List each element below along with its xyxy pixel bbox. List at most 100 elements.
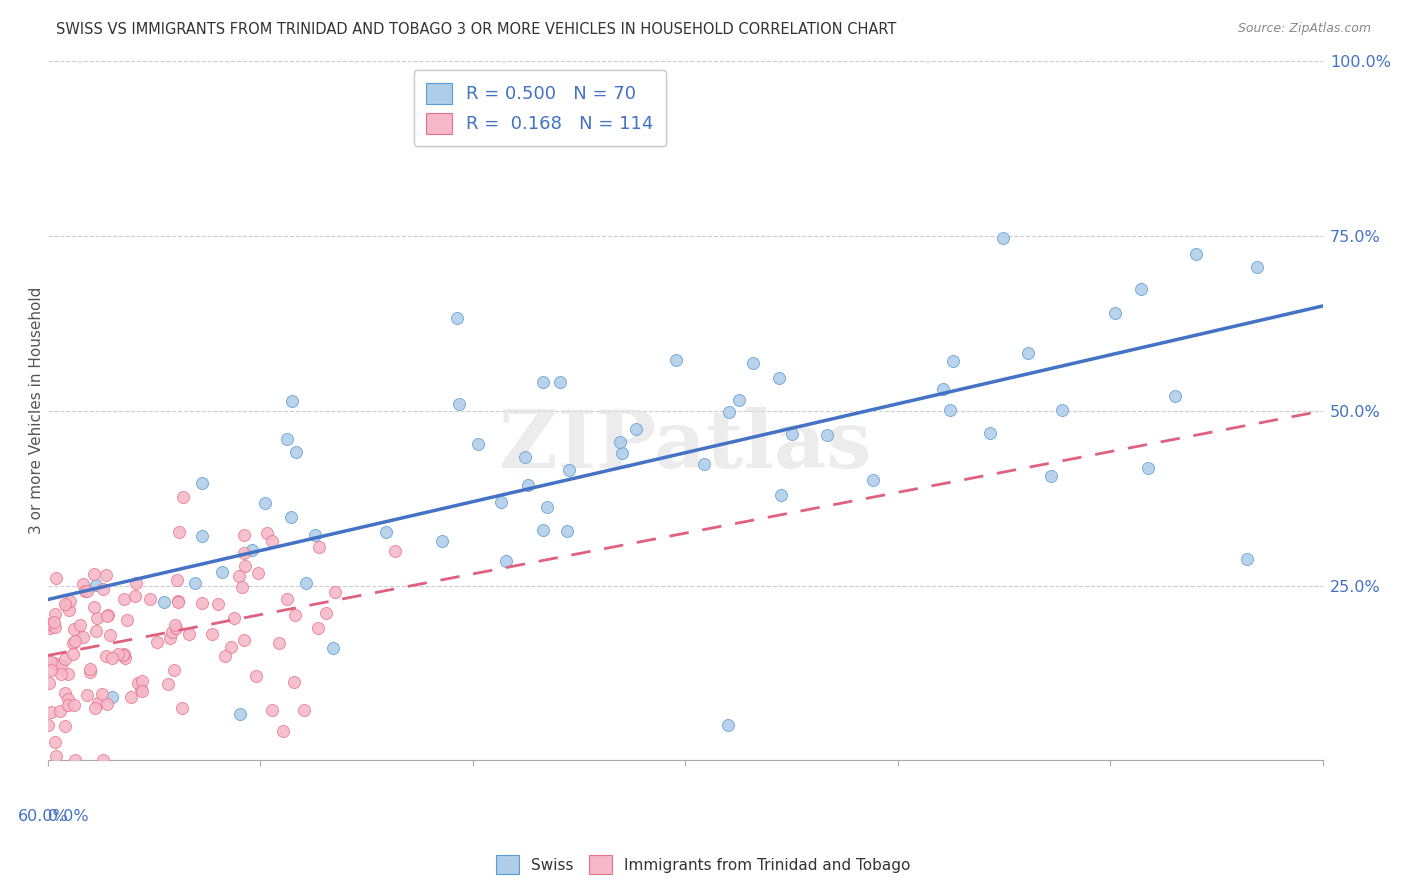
Y-axis label: 3 or more Vehicles in Household: 3 or more Vehicles in Household xyxy=(30,287,44,534)
Point xyxy=(295,575,318,590)
Point xyxy=(323,585,346,599)
Point xyxy=(770,488,793,502)
Point xyxy=(59,593,82,607)
Point xyxy=(191,529,214,543)
Point xyxy=(1246,260,1268,274)
Point xyxy=(304,528,326,542)
Point xyxy=(91,582,114,596)
Point xyxy=(44,607,66,622)
Point xyxy=(112,647,135,661)
Point xyxy=(38,675,60,690)
Point xyxy=(610,446,633,460)
Point xyxy=(98,628,121,642)
Point xyxy=(42,615,65,629)
Point xyxy=(112,591,135,606)
Point xyxy=(742,355,765,369)
Point xyxy=(131,684,153,698)
Point xyxy=(124,576,146,591)
Text: ZIPatlas: ZIPatlas xyxy=(499,407,872,484)
Point xyxy=(87,696,110,710)
Point xyxy=(94,567,117,582)
Point xyxy=(430,533,453,548)
Point xyxy=(90,687,112,701)
Point xyxy=(1129,282,1152,296)
Point xyxy=(146,635,169,649)
Text: 0.0%: 0.0% xyxy=(48,809,89,824)
Point xyxy=(73,584,96,599)
Point xyxy=(780,427,803,442)
Point xyxy=(63,698,86,713)
Point xyxy=(79,665,101,680)
Point xyxy=(72,576,94,591)
Point xyxy=(665,352,688,367)
Point xyxy=(718,405,741,419)
Point xyxy=(273,723,295,738)
Point xyxy=(131,674,153,689)
Point xyxy=(37,617,59,632)
Point xyxy=(1050,403,1073,417)
Point xyxy=(101,690,124,704)
Point xyxy=(76,583,98,598)
Point xyxy=(491,494,513,508)
Point xyxy=(1017,346,1039,360)
Point xyxy=(159,632,181,646)
Point xyxy=(815,428,838,442)
Point xyxy=(228,569,250,583)
Point xyxy=(51,657,73,672)
Point xyxy=(97,608,120,623)
Point xyxy=(513,450,536,464)
Point xyxy=(62,647,84,661)
Point xyxy=(55,598,77,612)
Legend: R = 0.500   N = 70, R =  0.168   N = 114: R = 0.500 N = 70, R = 0.168 N = 114 xyxy=(413,70,666,146)
Point xyxy=(163,618,186,632)
Point xyxy=(260,534,283,549)
Point xyxy=(728,393,751,408)
Point xyxy=(991,231,1014,245)
Point xyxy=(165,621,187,635)
Point xyxy=(447,397,470,411)
Point xyxy=(267,636,290,650)
Point xyxy=(768,371,790,385)
Point xyxy=(84,624,107,639)
Point xyxy=(179,626,201,640)
Point xyxy=(49,666,72,681)
Point xyxy=(245,669,267,683)
Point xyxy=(231,580,253,594)
Point xyxy=(170,700,193,714)
Point xyxy=(1136,460,1159,475)
Point xyxy=(374,525,396,540)
Point xyxy=(467,437,489,451)
Point xyxy=(284,607,307,622)
Point xyxy=(53,719,76,733)
Point xyxy=(48,661,70,675)
Point xyxy=(932,382,955,396)
Point xyxy=(107,647,129,661)
Point xyxy=(45,748,67,763)
Point xyxy=(167,524,190,539)
Point xyxy=(276,433,298,447)
Point xyxy=(96,609,118,624)
Point xyxy=(114,651,136,665)
Point xyxy=(1236,552,1258,566)
Point xyxy=(156,677,179,691)
Point xyxy=(260,703,283,717)
Point xyxy=(536,500,558,514)
Point xyxy=(1185,247,1208,261)
Point xyxy=(276,592,298,607)
Point xyxy=(58,698,80,712)
Point xyxy=(62,636,84,650)
Point xyxy=(284,445,307,459)
Point xyxy=(100,651,122,665)
Point xyxy=(233,559,256,574)
Point xyxy=(550,375,572,389)
Point xyxy=(693,458,716,472)
Point xyxy=(558,463,581,477)
Point xyxy=(83,599,105,614)
Text: Source: ZipAtlas.com: Source: ZipAtlas.com xyxy=(1237,22,1371,36)
Point xyxy=(308,540,330,554)
Point xyxy=(41,663,63,677)
Point xyxy=(76,688,98,702)
Point xyxy=(167,594,190,608)
Point xyxy=(979,426,1001,441)
Point xyxy=(531,376,554,390)
